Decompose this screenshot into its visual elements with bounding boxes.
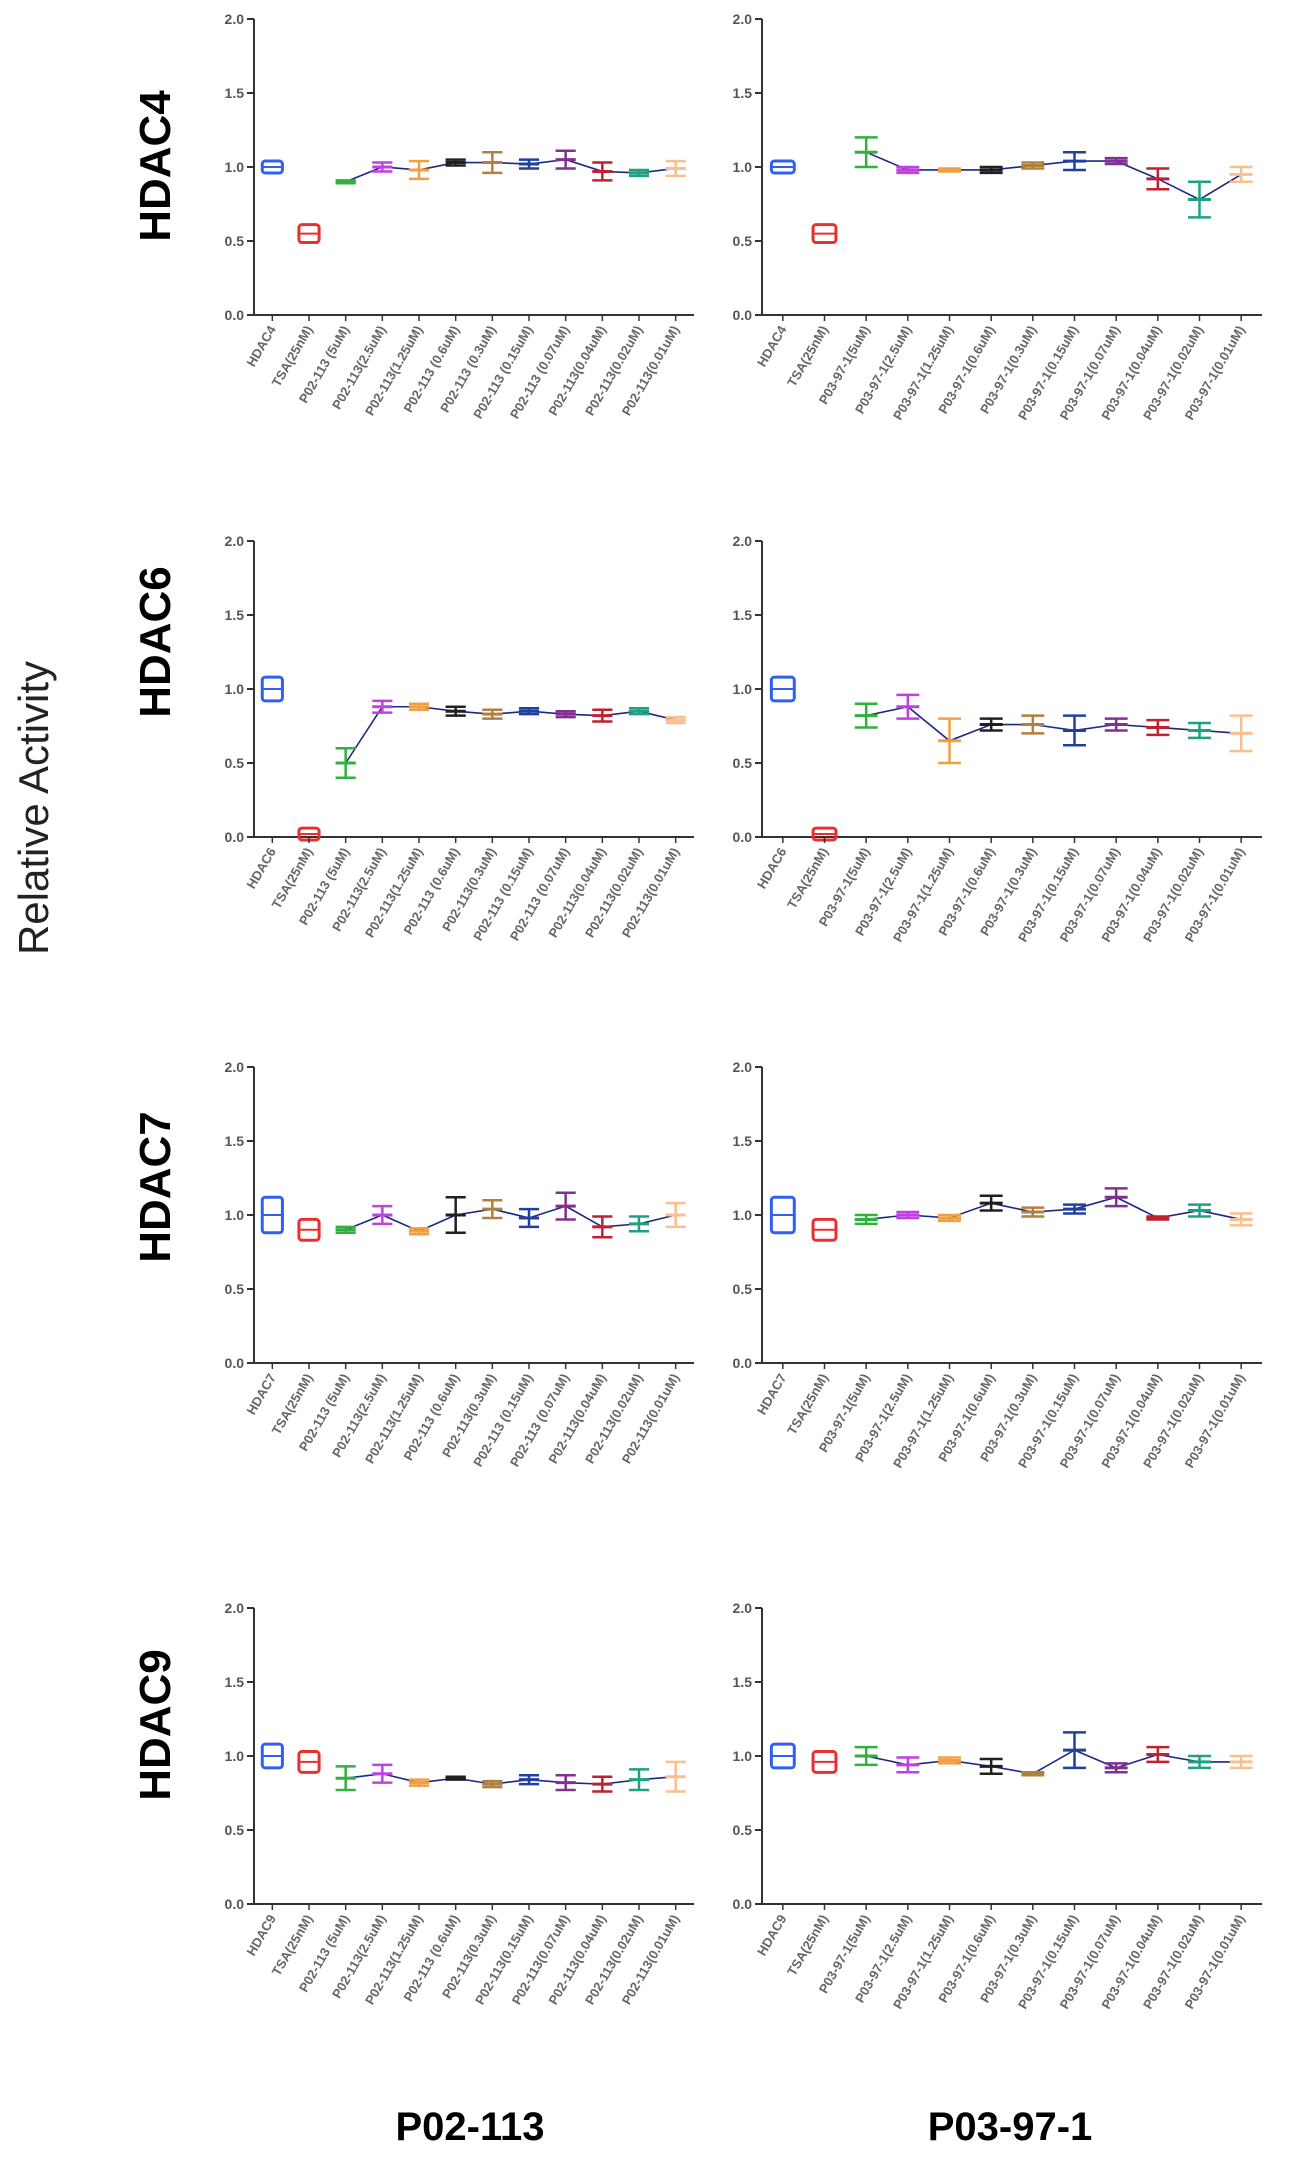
y-tick-label: 1.0 xyxy=(733,1207,753,1223)
y-tick-label: 1.0 xyxy=(733,159,753,175)
y-tick-label: 0.5 xyxy=(733,1281,753,1297)
y-tick-label: 1.5 xyxy=(225,85,245,101)
row-label: HDAC4 xyxy=(131,90,180,242)
y-tick-label: 2.0 xyxy=(733,1600,753,1616)
y-tick-label: 1.5 xyxy=(733,607,753,623)
y-tick-label: 2.0 xyxy=(225,1059,245,1075)
y-tick-label: 0.5 xyxy=(733,233,753,249)
x-tick-label: HDAC4 xyxy=(244,322,280,369)
y-tick-label: 0.0 xyxy=(225,829,245,845)
x-tick-label: TSA(25nM) xyxy=(784,1912,831,1978)
y-tick-label: 2.0 xyxy=(733,1059,753,1075)
y-tick-label: 0.0 xyxy=(733,1896,753,1912)
y-tick-label: 0.0 xyxy=(733,829,753,845)
y-tick-label: 1.5 xyxy=(225,607,245,623)
y-tick-label: 2.0 xyxy=(733,533,753,549)
y-tick-label: 2.0 xyxy=(225,533,245,549)
y-tick-label: 0.5 xyxy=(225,755,245,771)
y-tick-label: 2.0 xyxy=(225,1600,245,1616)
y-tick-label: 1.0 xyxy=(225,1207,245,1223)
y-tick-label: 0.5 xyxy=(733,755,753,771)
trend-line xyxy=(345,1772,676,1785)
column-label: P03-97-1 xyxy=(928,2105,1093,2149)
trend-line xyxy=(865,705,1242,742)
y-tick-label: 1.0 xyxy=(733,1748,753,1764)
row-label: HDAC9 xyxy=(131,1649,180,1801)
column-label: P02-113 xyxy=(395,2105,544,2149)
trend-line xyxy=(344,705,676,764)
x-tick-label: HDAC9 xyxy=(754,1912,789,1958)
x-tick-label: HDAC7 xyxy=(754,1371,789,1417)
y-tick-label: 1.0 xyxy=(225,681,245,697)
y-tick-label: 2.0 xyxy=(733,11,753,27)
x-tick-label: HDAC6 xyxy=(244,845,279,891)
y-tick-label: 1.5 xyxy=(733,85,753,101)
row-label: HDAC6 xyxy=(131,566,180,718)
y-tick-label: 1.0 xyxy=(733,681,753,697)
y-tick-label: 0.5 xyxy=(225,1281,245,1297)
x-tick-label: TSA(25nM) xyxy=(784,1371,831,1437)
y-tick-label: 0.0 xyxy=(225,307,245,323)
trend-line xyxy=(345,1205,676,1233)
x-tick-label: HDAC7 xyxy=(244,1371,279,1417)
x-tick-label: TSA(25nM) xyxy=(784,845,831,911)
x-tick-label: HDAC6 xyxy=(754,845,789,891)
trend-line xyxy=(865,151,1242,201)
trend-line xyxy=(865,1749,1242,1775)
y-tick-label: 0.0 xyxy=(733,307,753,323)
y-tick-label: 0.0 xyxy=(225,1896,245,1912)
x-tick-label: HDAC4 xyxy=(754,322,790,369)
y-tick-label: 0.0 xyxy=(733,1355,753,1371)
y-tick-label: 1.5 xyxy=(733,1674,753,1690)
y-tick-label: 1.5 xyxy=(225,1674,245,1690)
y-tick-label: 0.5 xyxy=(225,233,245,249)
y-tick-label: 1.5 xyxy=(733,1133,753,1149)
row-label: HDAC7 xyxy=(131,1111,180,1263)
y-tick-label: 1.0 xyxy=(225,159,245,175)
y-tick-label: 1.0 xyxy=(225,1748,245,1764)
y-tick-label: 1.5 xyxy=(225,1133,245,1149)
y-tick-label: 0.5 xyxy=(733,1822,753,1838)
y-axis-label: Relative Activity xyxy=(10,661,57,955)
y-tick-label: 0.0 xyxy=(225,1355,245,1371)
x-tick-label: HDAC9 xyxy=(244,1912,279,1958)
y-tick-label: 0.5 xyxy=(225,1822,245,1838)
trend-line xyxy=(345,158,676,183)
x-tick-label: TSA(25nM) xyxy=(784,323,831,389)
trend-line xyxy=(866,1196,1242,1221)
y-tick-label: 2.0 xyxy=(225,11,245,27)
